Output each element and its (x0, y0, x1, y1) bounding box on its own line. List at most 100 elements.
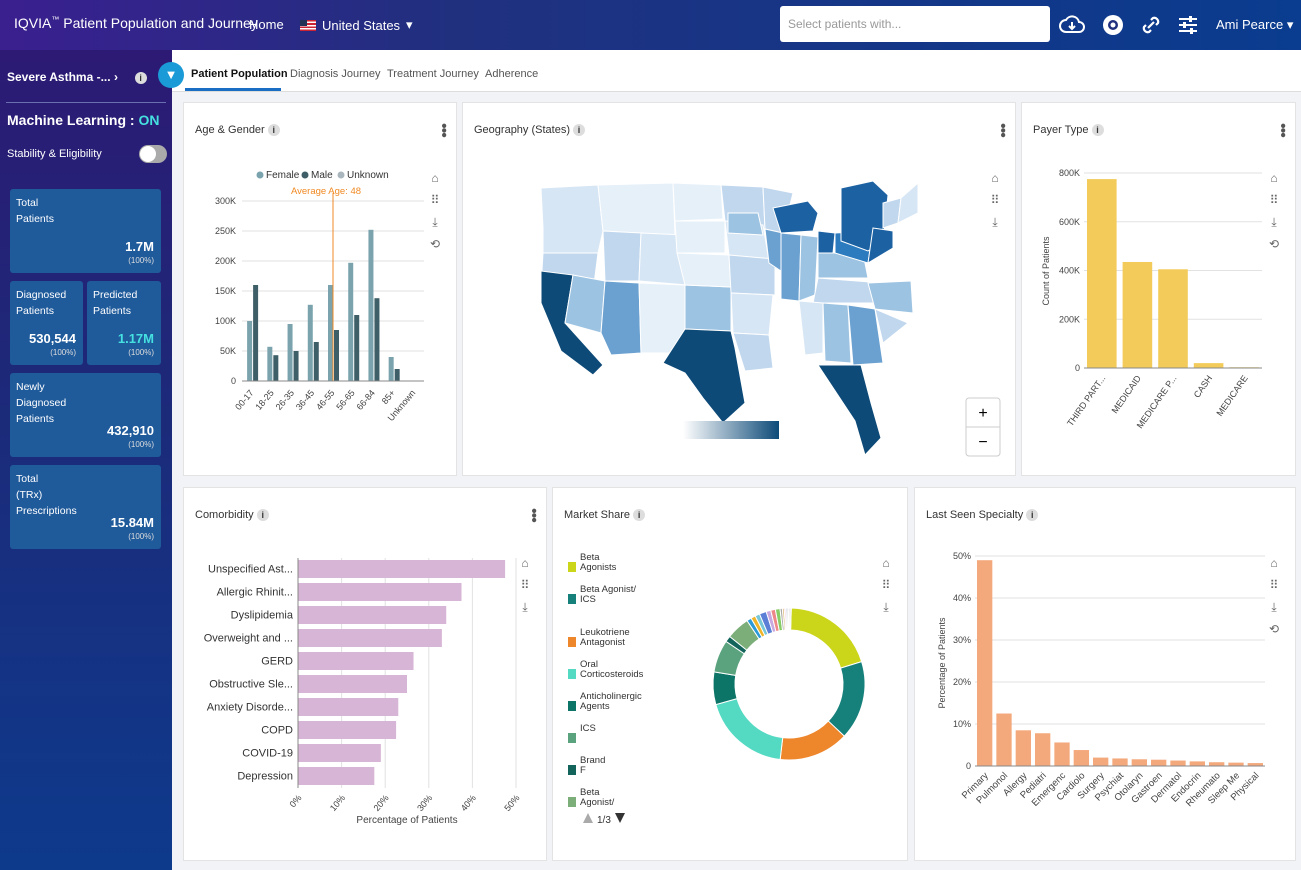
home-link[interactable]: Home (249, 17, 284, 32)
info-icon[interactable]: i (573, 124, 586, 136)
info-icon[interactable]: i (134, 72, 147, 84)
panel-title: Age & Gender i (195, 124, 280, 136)
info-icon[interactable]: i (256, 509, 269, 521)
state-region[interactable] (597, 182, 676, 236)
state-region[interactable] (847, 304, 884, 366)
more-options-icon[interactable]: ••• (994, 123, 1011, 137)
y-axis-label: Percentage of Patients (937, 617, 947, 709)
download-icon[interactable]: ⤓ (883, 600, 889, 614)
more-options-icon[interactable]: ••• (525, 508, 542, 522)
card-label: Diagnosed (16, 397, 67, 409)
home-icon[interactable]: ⌂ (882, 556, 890, 570)
select-icon[interactable]: ⠿ (520, 578, 530, 592)
state-region[interactable] (867, 227, 894, 264)
download-icon[interactable]: ⤓ (992, 215, 998, 229)
bar (394, 369, 400, 381)
state-region[interactable] (662, 328, 746, 424)
select-icon[interactable]: ⠿ (990, 193, 1000, 207)
state-region[interactable] (727, 212, 764, 236)
y-tick-label: 400K (1059, 266, 1080, 276)
pager-label: 1/3 (597, 815, 611, 826)
age-gender-panel: Age & Gender i ••• ⌂ ⠿ ⤓ ⟲ 0 50K 100K 150K 200K… (183, 102, 457, 476)
home-icon[interactable]: ⌂ (1270, 556, 1278, 570)
state-region[interactable] (798, 300, 824, 356)
info-icon[interactable]: i (633, 509, 646, 521)
cohort-selector[interactable]: Severe Asthma -... › i (7, 70, 147, 84)
card-percent: (100%) (128, 532, 154, 541)
state-region[interactable] (817, 364, 882, 456)
search-input[interactable]: Select patients with... (780, 6, 1050, 42)
restore-icon[interactable]: ⟲ (429, 237, 441, 251)
state-region[interactable] (600, 280, 642, 356)
donut-slice (790, 607, 863, 669)
x-tick-label: MEDICAID (1110, 373, 1144, 415)
state-region[interactable] (730, 292, 774, 336)
eye-icon[interactable] (1100, 12, 1126, 38)
country-select[interactable]: United States ▾ (300, 17, 413, 33)
legend-marker (568, 669, 576, 679)
tab-patient-population[interactable]: Patient Population (191, 68, 288, 80)
cloud-download-icon[interactable] (1059, 12, 1085, 38)
home-icon[interactable]: ⌂ (1270, 171, 1278, 185)
state-region[interactable] (684, 284, 732, 332)
state-region[interactable] (672, 182, 724, 222)
state-region[interactable] (882, 197, 902, 229)
x-tick-label: 85+ (380, 388, 397, 406)
zoom-in-button[interactable]: + (978, 405, 987, 422)
state-region[interactable] (602, 230, 642, 282)
more-options-icon[interactable]: ••• (435, 123, 452, 137)
state-region[interactable] (540, 184, 604, 254)
select-icon[interactable]: ⠿ (1269, 193, 1279, 207)
more-options-icon[interactable]: ••• (1274, 123, 1291, 137)
x-tick-label: 30% (415, 793, 434, 813)
stability-toggle[interactable] (139, 145, 167, 163)
select-icon[interactable]: ⠿ (881, 578, 891, 592)
state-region[interactable] (867, 280, 914, 314)
tab-treatment-journey[interactable]: Treatment Journey (387, 68, 479, 80)
bar (1087, 179, 1117, 368)
filter-icon[interactable]: ▼ (158, 62, 184, 88)
bar (1189, 761, 1205, 766)
download-icon[interactable]: ⤓ (432, 215, 438, 229)
state-region[interactable] (676, 252, 732, 288)
download-icon[interactable]: ⤓ (522, 600, 528, 614)
link-icon[interactable] (1138, 12, 1164, 38)
card-label: Patients (93, 305, 131, 317)
state-region[interactable] (732, 332, 774, 372)
info-icon[interactable]: i (1026, 509, 1039, 521)
restore-icon[interactable]: ⟲ (1268, 622, 1280, 636)
state-region[interactable] (674, 220, 726, 254)
bar (334, 330, 339, 381)
tab-diagnosis-journey[interactable]: Diagnosis Journey (290, 68, 381, 80)
user-menu[interactable]: Ami Pearce ▾ (1216, 17, 1293, 33)
select-icon[interactable]: ⠿ (430, 193, 440, 207)
restore-icon[interactable]: ⟲ (1268, 237, 1280, 251)
bar (298, 560, 506, 578)
x-tick-label: 20% (371, 793, 390, 813)
tab-adherence[interactable]: Adherence (485, 68, 539, 80)
download-icon[interactable]: ⤓ (1271, 215, 1277, 229)
bar (1247, 763, 1263, 766)
card-value: 15.84M (110, 515, 154, 530)
bar (298, 721, 397, 739)
sliders-icon[interactable] (1175, 12, 1201, 38)
state-region[interactable] (780, 232, 802, 302)
home-icon[interactable]: ⌂ (991, 171, 999, 185)
state-region[interactable] (772, 200, 819, 234)
bar (267, 346, 273, 381)
state-region[interactable] (897, 181, 919, 224)
home-icon[interactable]: ⌂ (431, 171, 439, 185)
total-prescriptions-card: Total (TRx) Prescriptions 15.84M (100%) (10, 465, 161, 549)
chart-tools: ⌂ ⠿ ⤓ (988, 167, 1002, 233)
legend-label: Oral (580, 659, 598, 670)
state-region[interactable] (822, 302, 852, 364)
home-icon[interactable]: ⌂ (521, 556, 529, 570)
select-icon[interactable]: ⠿ (1269, 578, 1279, 592)
download-icon[interactable]: ⤓ (1271, 600, 1277, 614)
state-region[interactable] (874, 308, 909, 344)
zoom-out-button[interactable]: − (978, 434, 987, 451)
info-icon[interactable]: i (1091, 124, 1104, 136)
state-region[interactable] (728, 254, 776, 296)
state-region[interactable] (817, 230, 836, 254)
info-icon[interactable]: i (267, 124, 280, 136)
